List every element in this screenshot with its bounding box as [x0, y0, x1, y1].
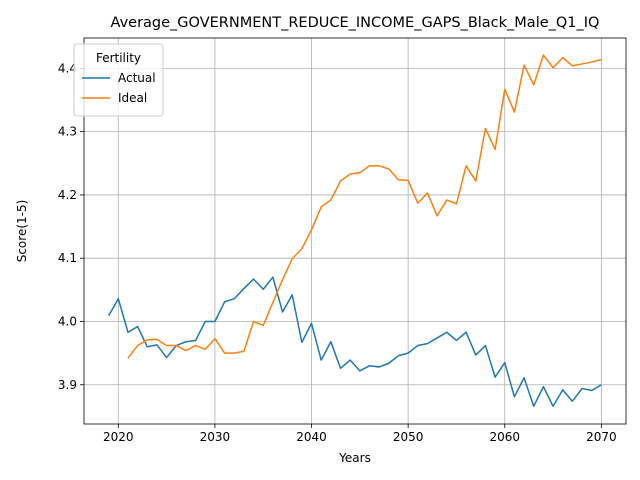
legend: Fertility Actual Ideal [73, 43, 164, 117]
axis-ticks: 2020 2030 2040 2050 2060 2070 3.9 4.0 4.1 4.2 4.3 4… [58, 61, 617, 444]
y-tick-label: 3.9 [58, 378, 77, 392]
plot-frame [83, 37, 627, 425]
y-tick-label: 4.0 [58, 314, 77, 328]
legend-label-actual: Actual [118, 71, 156, 85]
x-tick-label: 2060 [489, 430, 520, 444]
x-tick-label: 2050 [393, 430, 424, 444]
y-tick-label: 4.2 [58, 188, 77, 202]
x-tick-label: 2020 [103, 430, 134, 444]
y-tick-label: 4.1 [58, 251, 77, 265]
series-lines [107, 54, 602, 408]
y-tick-label: 4.3 [58, 125, 77, 139]
y-axis-label: Score(1-5) [15, 200, 29, 263]
series-line-actual [107, 276, 602, 408]
chart-title: Average_GOVERNMENT_REDUCE_INCOME_GAPS_Bl… [111, 15, 600, 31]
x-tick-label: 2040 [296, 430, 327, 444]
x-tick-label: 2070 [586, 430, 617, 444]
series-line-ideal [127, 54, 602, 359]
y-tick-label: 4.4 [58, 61, 77, 75]
x-axis-label: Years [338, 451, 371, 465]
x-tick-label: 2030 [200, 430, 231, 444]
legend-label-ideal: Ideal [118, 91, 147, 105]
legend-title: Fertility [96, 51, 141, 65]
